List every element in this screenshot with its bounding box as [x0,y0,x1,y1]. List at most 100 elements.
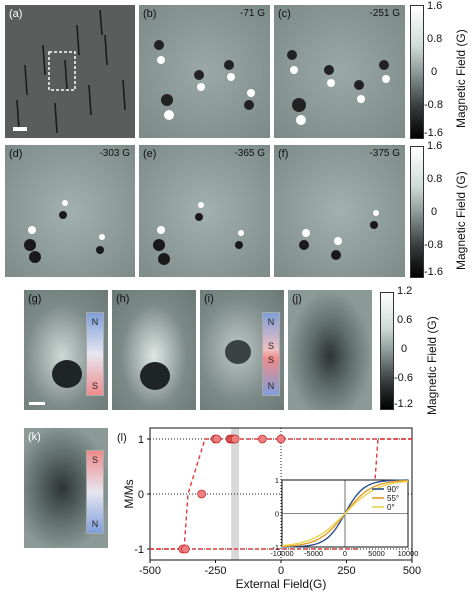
panel-e-mfm: (e) -365 G [139,145,270,277]
x-tick-label: -250 [204,565,226,577]
data-point [230,434,240,444]
inset-x-tick-label: 0 [343,549,347,558]
data-point [178,544,188,554]
panel-label: (e) [143,148,157,160]
field-value: -375 G [369,148,400,159]
shaded-band [231,428,240,560]
magnet-bar: S N [86,450,104,534]
panel-a-sem-image: (a) [5,5,135,138]
colorbar-tick: -1.6 [424,266,443,278]
panel-b-mfm: (b) -71 G [139,5,270,138]
inset-x-tick-label: -10000 [270,549,293,558]
data-point [228,434,237,444]
data-point [210,434,220,444]
colorbar-tick: 0 [431,66,438,78]
inset-x-tick-label: -5000 [304,549,323,558]
panel-label: (a) [9,8,23,20]
magnet-bar: N S S N [262,312,280,396]
x-tick-label: -500 [139,565,161,577]
field-value: -365 G [234,148,265,159]
colorbar-title: Magnetic Field (G) [425,316,439,415]
legend-label: 55° [387,494,399,503]
mfm-pattern [287,50,390,125]
panel-k-mfm: S N (k) [24,428,108,548]
magnet-pole: N [267,381,275,391]
colorbar-tick: 1.6 [427,140,443,152]
panel-label: (l) [117,432,127,444]
data-point [197,489,207,499]
panel-label: (c) [278,8,291,20]
hysteresis-series [150,438,412,550]
mfm-pattern [24,200,105,263]
legend-label: 90° [387,485,399,494]
inset-series-1 [281,479,409,548]
scale-bar [29,402,45,405]
colorbar-title: Magnetic Field (G) [454,171,468,270]
panel-label: (i) [204,293,214,305]
y-axis-label: M/Ms [122,479,136,508]
panel-i-mfm: N S S N (i) [200,290,284,410]
sem-nanowires [13,9,126,134]
colorbar-tick: -0.8 [424,239,443,251]
panel-label: (d) [9,148,23,160]
data-point [180,544,190,554]
magnet-pole: S [267,341,274,351]
colorbar-tick: 1.2 [397,285,413,297]
x-tick-label: 250 [337,565,355,577]
magnet-bar: N S [86,312,104,396]
colorbar-top [410,5,424,139]
magnet-pole: S [267,355,274,365]
colorbar-tick: 0.6 [397,314,413,326]
blob-dark [52,360,82,388]
panel-label: (j) [292,293,302,305]
field-value: -303 G [99,148,130,159]
field-value: -71 G [239,8,265,19]
panel-label: (k) [28,431,41,443]
panel-f-mfm: (f) -375 G [274,145,405,277]
y-tick-label: 0 [138,489,144,501]
magnet-pole: S [91,381,98,391]
colorbar-tick: -1.2 [394,398,413,410]
colorbar-mid [410,146,424,278]
panel-h-mfm: (h) [112,290,196,410]
colorbar-tick: 0 [431,206,438,218]
data-point [229,434,239,444]
y-tick-label: 1 [138,434,144,446]
panel-label: (g) [28,293,42,305]
magnet-pole: N [267,317,275,327]
colorbar-low [380,292,394,410]
magnet-pole: N [91,317,99,327]
blob-dark [140,362,170,390]
x-tick-label: 500 [403,565,421,577]
inset-y-tick-label: 0 [275,510,279,519]
blob-dark [225,340,251,364]
data-point [276,434,286,444]
data-point [257,434,267,444]
hysteresis-series [150,438,412,550]
mfm-pattern [299,210,379,260]
colorbar-tick: 0.8 [427,173,443,185]
data-point [225,434,235,444]
panel-d-mfm: (d) -303 G [5,145,135,277]
colorbar-tick: -0.8 [424,99,443,111]
magnet-pole: S [91,455,98,465]
mfm-pattern [154,40,255,120]
colorbar-tick: -1.6 [424,127,443,139]
inset-y-tick-label: 1 [275,476,279,485]
panel-g-mfm: N S (g) [24,290,108,410]
panel-c-mfm: (c) -251 G [274,5,405,138]
field-value: -251 G [369,8,400,19]
panel-label: (h) [116,293,130,305]
data-point [226,434,236,444]
panel-j-mfm: (j) [288,290,372,410]
inset-frame [281,479,409,548]
y-tick-label: -1 [134,544,144,556]
inset-x-tick-label: 5000 [368,549,385,558]
colorbar-tick: 0 [401,343,408,355]
colorbar-title: Magnetic Field (G) [454,29,468,128]
colorbar-tick: 0.8 [427,33,443,45]
inset-series-0 [281,479,409,548]
legend-label: 0° [387,503,395,512]
mfm-pattern [153,202,244,265]
magnet-pole: N [91,519,99,529]
